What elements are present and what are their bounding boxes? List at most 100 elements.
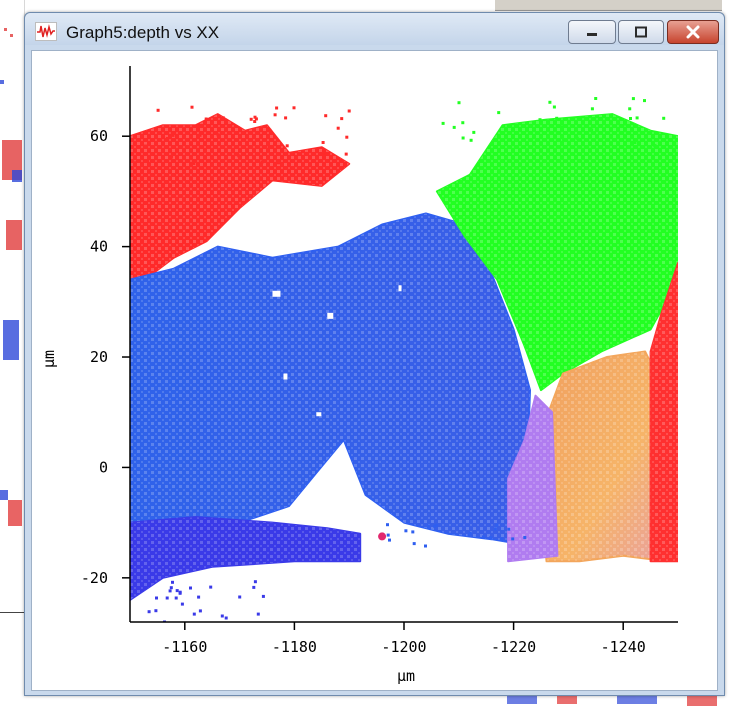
window-title: Graph5:depth vs XX (66, 23, 220, 42)
pixel-speckle (238, 595, 242, 599)
pixel-speckle (178, 590, 182, 594)
x-axis-title: µm (397, 667, 415, 685)
pixel-speckle (388, 538, 391, 542)
pixel-speckle (198, 609, 202, 613)
data-gap (327, 312, 334, 319)
pixel-speckle (224, 616, 228, 620)
minimize-button[interactable] (568, 20, 616, 44)
y-tick-label: 40 (90, 238, 108, 256)
pixel-speckle (275, 106, 279, 110)
pixel-speckle (653, 144, 657, 148)
pixel-speckle (249, 117, 253, 121)
data-gap (283, 373, 288, 380)
pixel-speckle (628, 107, 632, 111)
pixel-speckle (144, 144, 147, 148)
pixel-speckle (180, 602, 184, 606)
pixel-speckle (411, 530, 415, 534)
pixel-speckle (623, 122, 627, 126)
data-gap (272, 290, 281, 297)
pixel-speckle (560, 125, 564, 129)
pixel-speckle (590, 128, 594, 132)
minimize-icon (587, 33, 597, 36)
maximize-button[interactable] (618, 20, 664, 44)
pixel-speckle (340, 117, 344, 121)
pixel-speckle (284, 116, 288, 120)
data-gap (316, 412, 322, 417)
pixel-speckle (489, 536, 493, 539)
pixel-speckle (347, 109, 351, 113)
pixel-speckle (145, 160, 149, 163)
pixel-speckle (292, 106, 296, 110)
pixel-speckle (322, 152, 326, 156)
graph-window: Graph5:depth vs XX (24, 12, 725, 696)
pixel-speckle (495, 523, 499, 527)
pixel-speckle (469, 138, 473, 142)
y-tick-label: -20 (81, 569, 108, 587)
pixel-speckle (594, 97, 598, 100)
x-tick-label: -1200 (381, 638, 426, 656)
graph-area: -1160 -1180 -1200 -1220 -1240 60 40 20 0 -20 µm µm (31, 50, 718, 691)
background-heatmap-left (0, 28, 22, 526)
pixel-speckle (493, 527, 497, 531)
pixel-speckle (467, 533, 471, 537)
pixel-speckle (404, 529, 408, 533)
region-texture (541, 351, 667, 562)
close-button[interactable] (667, 20, 719, 44)
pixel-speckle (482, 535, 485, 539)
pixel-speckle (253, 580, 257, 584)
pixel-speckle (267, 145, 271, 148)
pixel-speckle (147, 610, 151, 614)
pixel-speckle (507, 527, 511, 531)
pixel-speckle (426, 524, 430, 528)
y-tick-label: 0 (99, 458, 108, 476)
pixel-speckle (253, 115, 257, 119)
pixel-speckle (252, 585, 256, 589)
pixel-speckle (336, 126, 340, 130)
pixel-speckle (175, 589, 179, 593)
pixel-speckle (412, 542, 416, 546)
pixel-speckle (155, 596, 158, 600)
pixel-speckle (461, 121, 465, 125)
pixel-speckle (224, 119, 228, 123)
pixel-speckle (499, 537, 503, 541)
pixel-speckle (574, 121, 578, 124)
region-texture (130, 114, 350, 280)
pixel-speckle (424, 544, 427, 548)
region-texture (436, 114, 678, 391)
region-texture (508, 395, 558, 562)
pixel-speckle (457, 101, 461, 105)
pixel-speckle (197, 595, 201, 599)
y-tick-label: 20 (90, 348, 108, 366)
background-bottom (0, 697, 737, 717)
pixel-speckle (189, 586, 192, 590)
x-tick-label: -1220 (491, 638, 536, 656)
pixel-speckle (285, 144, 289, 148)
pixel-speckle (268, 128, 272, 132)
depth-vs-xx-plot: -1160 -1180 -1200 -1220 -1240 60 40 20 0 -20 µm µm (40, 66, 678, 685)
pixel-speckle (170, 155, 173, 159)
x-tick-label: -1180 (272, 638, 317, 656)
pixel-speckle (345, 135, 349, 139)
data-gap (398, 285, 402, 292)
pixel-speckle (575, 136, 579, 140)
pixel-speckle (662, 116, 666, 120)
pixel-speckle (277, 161, 280, 165)
pixel-speckle (643, 99, 646, 103)
title-bar[interactable]: Graph5:depth vs XX (25, 13, 724, 45)
pixel-speckle (154, 609, 158, 613)
magenta-spot (378, 532, 387, 541)
region-texture (650, 263, 678, 562)
pixel-speckle (525, 135, 529, 139)
maximize-icon (635, 26, 647, 38)
pixel-speckle (497, 111, 501, 115)
graph-waveform-icon[interactable] (35, 22, 57, 41)
pixel-speckle (441, 121, 445, 125)
pixel-speckle (204, 117, 208, 121)
x-tick-label: -1240 (601, 638, 646, 656)
pixel-speckle (192, 612, 196, 616)
pixel-speckle (635, 116, 639, 120)
pixel-speckle (552, 105, 556, 109)
pixel-speckle (156, 108, 160, 112)
pixel-speckle (562, 137, 566, 141)
pixel-speckle (169, 586, 173, 590)
